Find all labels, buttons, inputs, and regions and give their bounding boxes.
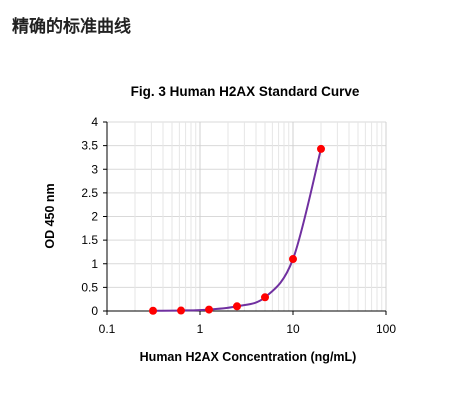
- y-tick-label: 0: [91, 304, 98, 318]
- data-points: [149, 144, 325, 315]
- y-tick-label: 1.5: [81, 233, 98, 247]
- y-tick-label: 3.5: [81, 139, 98, 153]
- y-tick-label: 2.5: [81, 186, 98, 200]
- y-tick-label: 0.5: [81, 280, 98, 294]
- x-axis-title: Human H2AX Concentration (ng/mL): [140, 350, 357, 364]
- x-tick-label: 10: [286, 322, 300, 336]
- fit-curve: [153, 148, 322, 312]
- page-heading: 精确的标准曲线: [12, 17, 131, 37]
- y-tick-label: 3: [91, 162, 98, 176]
- data-point: [261, 293, 270, 302]
- tick-labels: 0 0.5 1 1.5 2 2.5 3 3.5 4 0.1 1 10 100: [81, 115, 396, 336]
- x-tick-label: 1: [197, 322, 204, 336]
- y-tick-label: 1: [91, 257, 98, 271]
- y-tick-label: 2: [91, 210, 98, 224]
- chart-title: Fig. 3 Human H2AX Standard Curve: [131, 84, 360, 99]
- grid-lines: [103, 121, 387, 315]
- data-point: [289, 255, 297, 264]
- y-tick-label: 4: [91, 115, 98, 129]
- data-point: [149, 306, 158, 315]
- x-tick-label: 100: [376, 322, 396, 336]
- y-axis-title: OD 450 nm: [43, 183, 57, 248]
- x-tick-label: 0.1: [99, 322, 116, 336]
- data-point: [177, 306, 186, 315]
- data-point: [205, 305, 214, 314]
- data-point: [316, 144, 325, 153]
- data-point: [233, 302, 242, 311]
